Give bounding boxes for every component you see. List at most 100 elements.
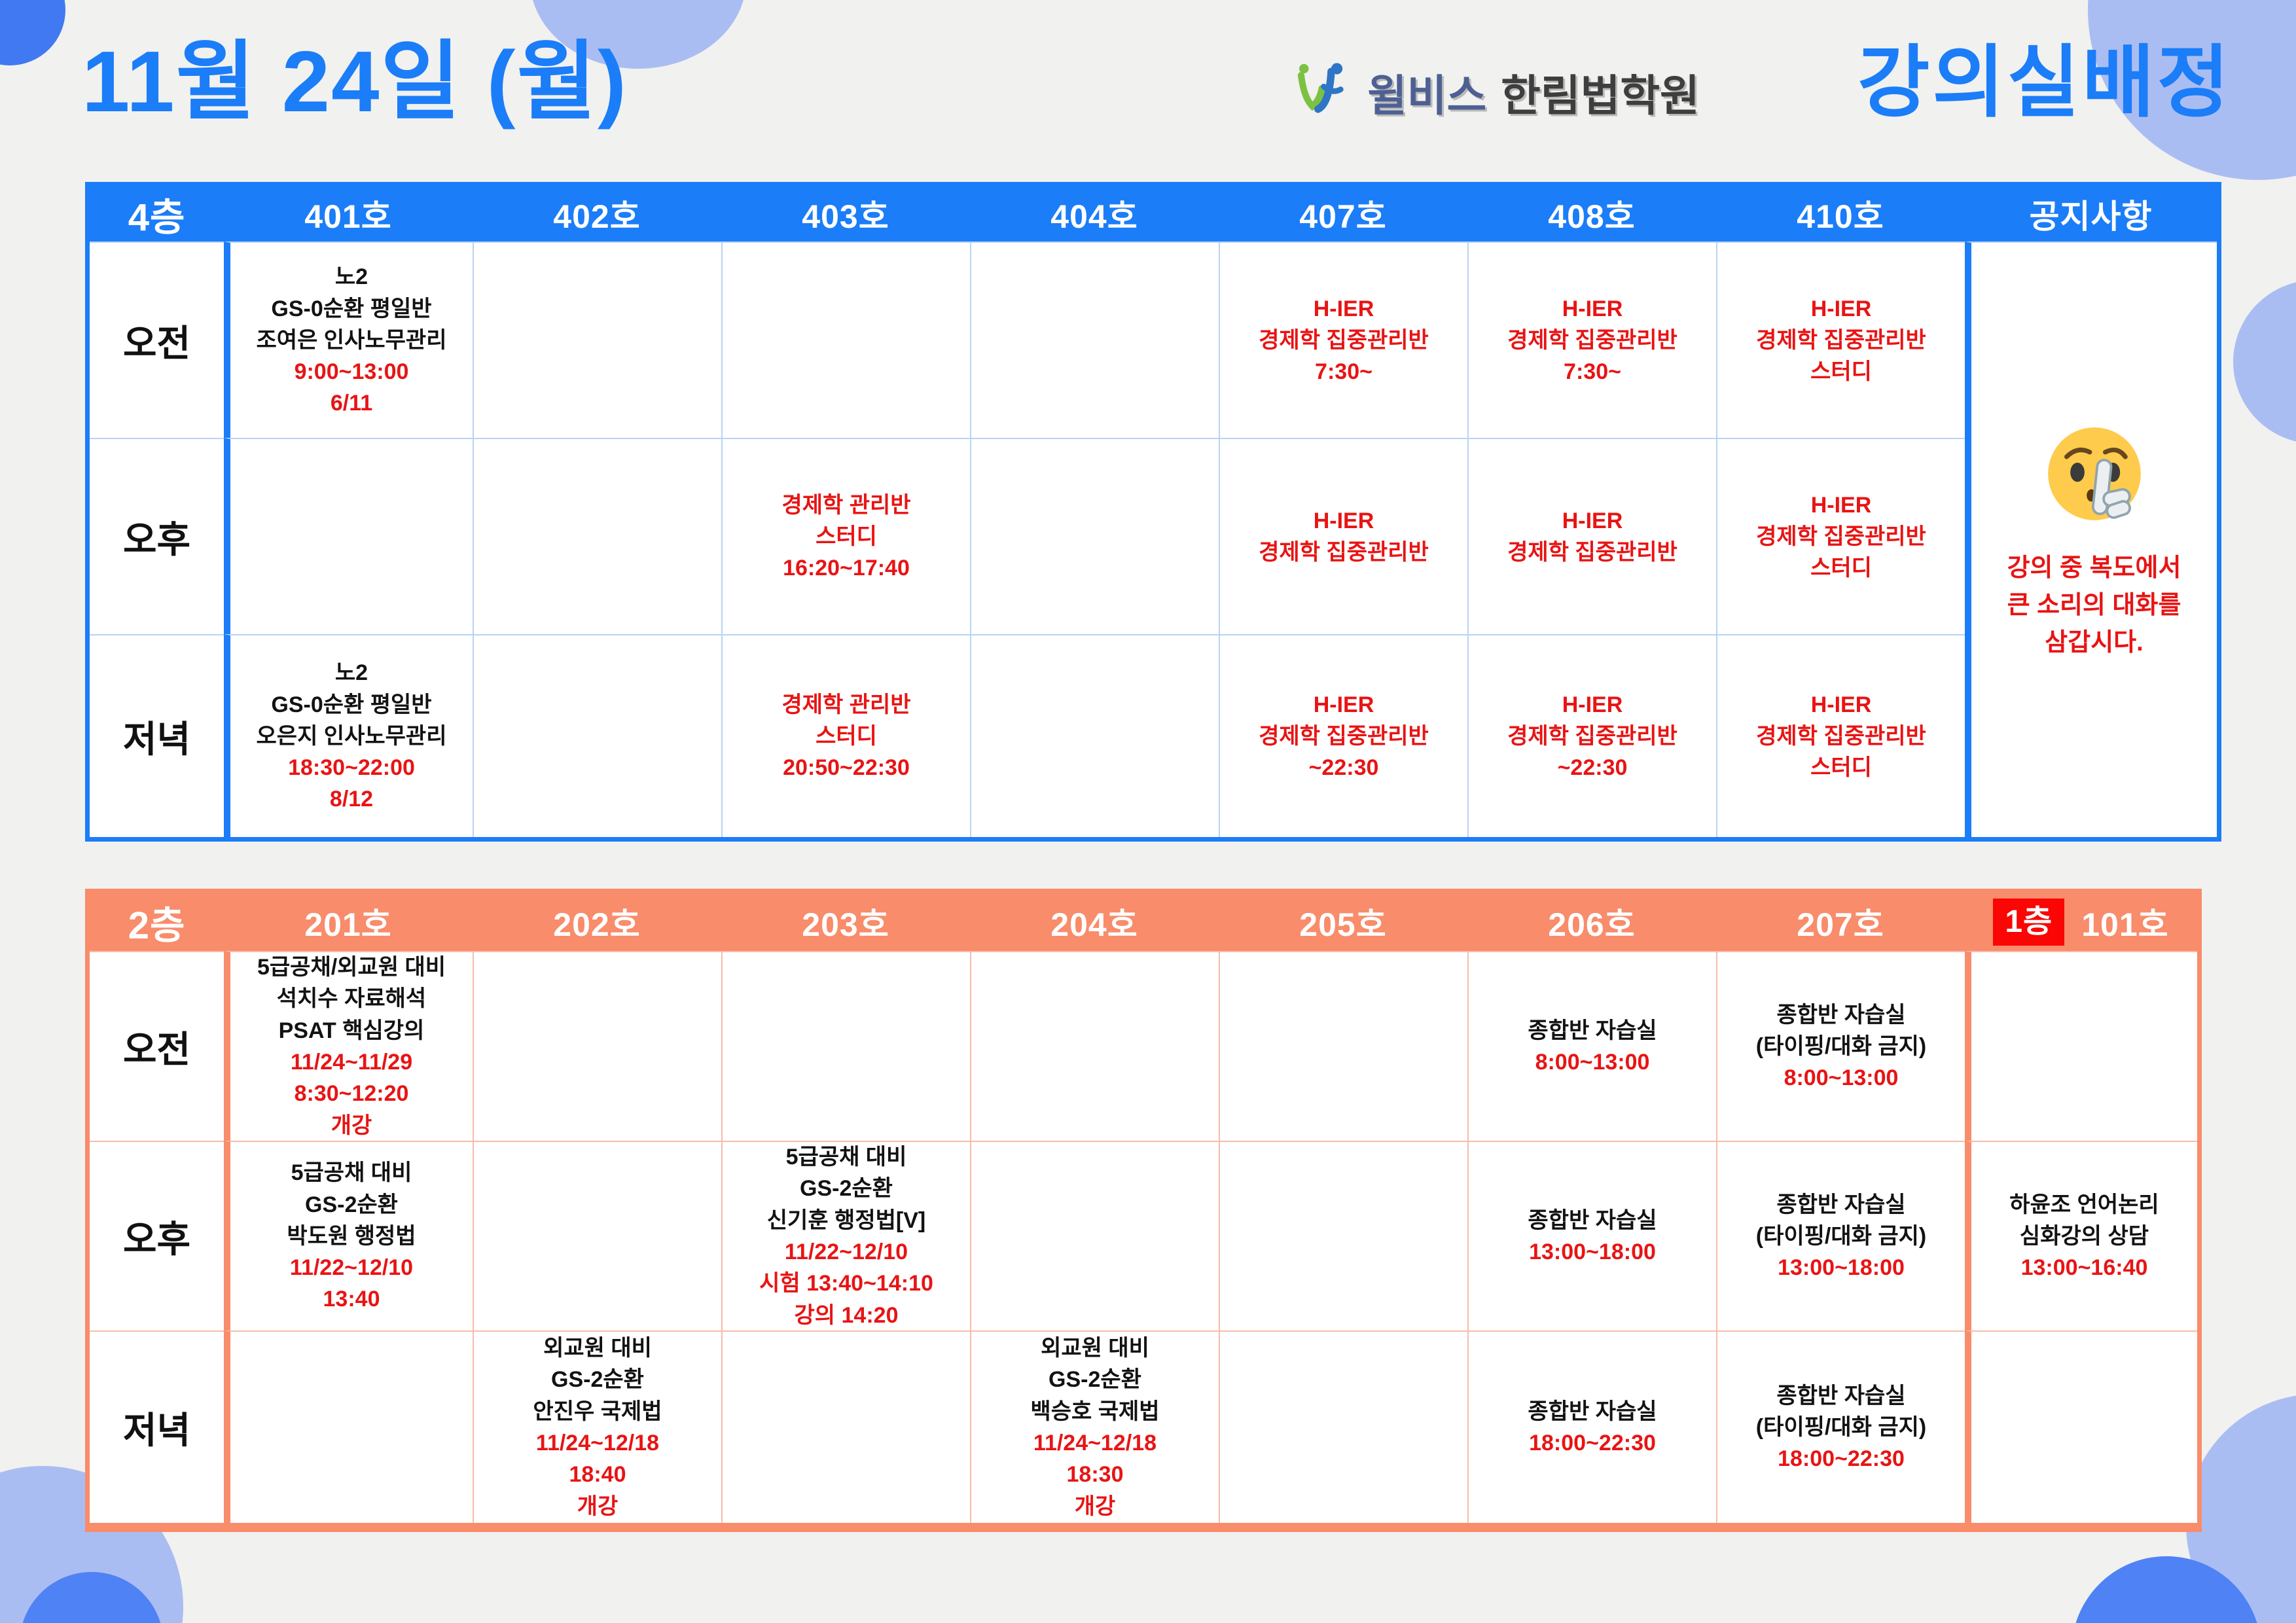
class-info: 외교원 대비 GS-2순환 안진우 국제법 (533, 1336, 662, 1424)
room-header-410: 410호 (1716, 187, 1965, 241)
decor-circle-right-mid (2233, 280, 2296, 444)
cell-2f-am-203 (721, 951, 970, 1141)
cell-2f-am-204 (970, 951, 1219, 1141)
cell-2f-pm-202 (473, 1141, 721, 1330)
cell-4f-pm-404 (970, 438, 1219, 634)
class-info: 종합반 자습실 (1528, 1399, 1657, 1424)
brand-suffix: 한림법학원 (1501, 71, 1700, 120)
class-time: 11/22~12/10 13:40 (289, 1255, 414, 1312)
class-info: 5급공채 대비 GS-2순환 박도원 행정법 (287, 1160, 416, 1249)
cell-4f-pm-408: H-IER 경제학 집중관리반 (1467, 438, 1716, 634)
class-time: 18:00~22:30 (1778, 1446, 1905, 1472)
cell-4f-eve-408: H-IER 경제학 집중관리반 ~22:30 (1467, 634, 1716, 837)
room-header-207: 207호 (1716, 893, 1965, 951)
class-info: H-IER 경제학 집중관리반 스터디 (1756, 692, 1926, 781)
class-time: 11/24~11/29 8:30~12:20 개강 (290, 1050, 413, 1138)
class-time: 18:30~22:00 8/12 (288, 755, 415, 812)
cell-2f-am-201: 5급공채/외교원 대비 석치수 자료해석 PSAT 핵심강의 11/24~11/… (224, 951, 473, 1141)
floor4-label: 4층 (90, 187, 224, 241)
cell-2f-am-206: 종합반 자습실 8:00~13:00 (1467, 951, 1716, 1141)
room-header-205: 205호 (1219, 893, 1467, 951)
room-header-201: 201호 (224, 893, 473, 951)
poster-heading: 강의실배정 (1857, 39, 2232, 126)
class-time: 13:00~18:00 (1529, 1240, 1656, 1264)
class-info: H-IER 경제학 집중관리반 ~22:30 (1507, 692, 1677, 781)
cell-4f-am-410: H-IER 경제학 집중관리반 스터디 (1716, 241, 1965, 438)
class-time: 11/24~12/18 18:30 개강 (1033, 1431, 1157, 1519)
cell-2f-pm-204 (970, 1141, 1219, 1330)
room-header-203: 203호 (721, 893, 970, 951)
academy-logo: 윌비스 한림법학원 (1293, 60, 1700, 124)
cell-4f-pm-403: 경제학 관리반 스터디 16:20~17:40 (721, 438, 970, 634)
floor1-badge: 1층 (1993, 899, 2065, 946)
class-info: 노2 GS-0순환 평일반 조여은 인사노무관리 (256, 264, 447, 353)
class-info: 외교원 대비 GS-2순환 백승호 국제법 (1030, 1336, 1160, 1424)
cell-2f-eve-205 (1219, 1330, 1467, 1523)
room-header-204: 204호 (970, 893, 1219, 951)
class-info: H-IER 경제학 집중관리반 (1259, 508, 1429, 565)
class-info: 5급공채/외교원 대비 석치수 자료해석 PSAT 핵심강의 (257, 955, 446, 1043)
class-info: 노2 GS-0순환 평일반 오은지 인사노무관리 (256, 660, 447, 749)
cell-4f-am-404 (970, 241, 1219, 438)
class-info: 종합반 자습실 (1528, 1207, 1657, 1233)
class-time: 8:00~13:00 (1535, 1050, 1650, 1075)
room-header-101: 1층 101호 (1965, 893, 2197, 951)
cell-4f-eve-403: 경제학 관리반 스터디 20:50~22:30 (721, 634, 970, 837)
cell-4f-eve-407: H-IER 경제학 집중관리반 ~22:30 (1219, 634, 1467, 837)
class-info: H-IER 경제학 집중관리반 7:30~ (1259, 296, 1429, 385)
class-info: 5급공채 대비 GS-2순환 신기훈 행정법[V] (766, 1145, 926, 1233)
cell-2f-eve-203 (721, 1330, 970, 1523)
room-header-404: 404호 (970, 187, 1219, 241)
cell-2f-am-207: 종합반 자습실 (타이핑/대화 금지) 8:00~13:00 (1716, 951, 1965, 1141)
row-label-4f-pm: 오후 (90, 438, 224, 634)
class-time: 11/24~12/18 18:40 개강 (535, 1431, 660, 1519)
class-info: H-IER 경제학 집중관리반 스터디 (1756, 492, 1926, 581)
cell-4f-pm-401 (224, 438, 473, 634)
class-info: 경제학 관리반 스터디 20:50~22:30 (781, 692, 911, 781)
class-info: 하윤조 언어논리 심화강의 상담 (2009, 1192, 2159, 1249)
cell-2f-pm-203: 5급공채 대비 GS-2순환 신기훈 행정법[V] 11/22~12/10 시험… (721, 1141, 970, 1330)
cell-4f-eve-402 (473, 634, 721, 837)
room-header-401: 401호 (224, 187, 473, 241)
row-label-4f-eve: 저녁 (90, 634, 224, 837)
cell-1f-eve-101 (1965, 1330, 2197, 1523)
notice-header: 공지사항 (1965, 187, 2217, 241)
row-label-4f-am: 오전 (90, 241, 224, 438)
cell-1f-am-101 (1965, 951, 2197, 1141)
room-header-402: 402호 (473, 187, 721, 241)
table-floor4: 4층 401호 402호 403호 404호 407호 408호 410호 공지… (85, 182, 2221, 842)
cell-2f-am-202 (473, 951, 721, 1141)
room-header-403: 403호 (721, 187, 970, 241)
floor2-label: 2층 (90, 893, 224, 951)
cell-2f-eve-204: 외교원 대비 GS-2순환 백승호 국제법 11/24~12/18 18:30 … (970, 1330, 1219, 1523)
class-info: H-IER 경제학 집중관리반 7:30~ (1507, 296, 1677, 385)
class-info: 종합반 자습실 (타이핑/대화 금지) (1755, 1383, 1927, 1440)
cell-2f-eve-201 (224, 1330, 473, 1523)
cell-4f-eve-410: H-IER 경제학 집중관리반 스터디 (1716, 634, 1965, 837)
row-label-2f-pm: 오후 (90, 1141, 224, 1330)
class-info: H-IER 경제학 집중관리반 ~22:30 (1259, 692, 1429, 781)
class-time: 11/22~12/10 시험 13:40~14:10 강의 14:20 (759, 1240, 933, 1328)
class-info: 종합반 자습실 (1528, 1018, 1657, 1043)
class-info: 종합반 자습실 (타이핑/대화 금지) (1755, 1002, 1927, 1059)
class-time: 13:00~18:00 (1778, 1255, 1905, 1281)
table-floor2: 2층 201호 202호 203호 204호 205호 206호 207호 1층… (85, 889, 2202, 1532)
class-info: H-IER 경제학 집중관리반 스터디 (1756, 296, 1926, 385)
notice-text: 강의 중 복도에서 큰 소리의 대화를 삼갑시다. (2007, 554, 2181, 656)
class-info: 종합반 자습실 (타이핑/대화 금지) (1755, 1192, 1927, 1249)
cell-2f-pm-207: 종합반 자습실 (타이핑/대화 금지) 13:00~18:00 (1716, 1141, 1965, 1330)
room-header-202: 202호 (473, 893, 721, 951)
cell-4f-am-403 (721, 241, 970, 438)
cell-4f-am-407: H-IER 경제학 집중관리반 7:30~ (1219, 241, 1467, 438)
cell-4f-am-408: H-IER 경제학 집중관리반 7:30~ (1467, 241, 1716, 438)
cell-2f-am-205 (1219, 951, 1467, 1141)
cell-4f-pm-410: H-IER 경제학 집중관리반 스터디 (1716, 438, 1965, 634)
cell-4f-pm-407: H-IER 경제학 집중관리반 (1219, 438, 1467, 634)
notice-cell: 강의 중 복도에서 큰 소리의 대화를 삼갑시다. (1965, 241, 2217, 837)
room-101-label: 101호 (2081, 906, 2169, 943)
cell-4f-eve-401: 노2 GS-0순환 평일반 오은지 인사노무관리 18:30~22:00 8/1… (224, 634, 473, 837)
class-info: 경제학 관리반 스터디 16:20~17:40 (781, 492, 911, 581)
room-header-407: 407호 (1219, 187, 1467, 241)
cell-4f-pm-402 (473, 438, 721, 634)
